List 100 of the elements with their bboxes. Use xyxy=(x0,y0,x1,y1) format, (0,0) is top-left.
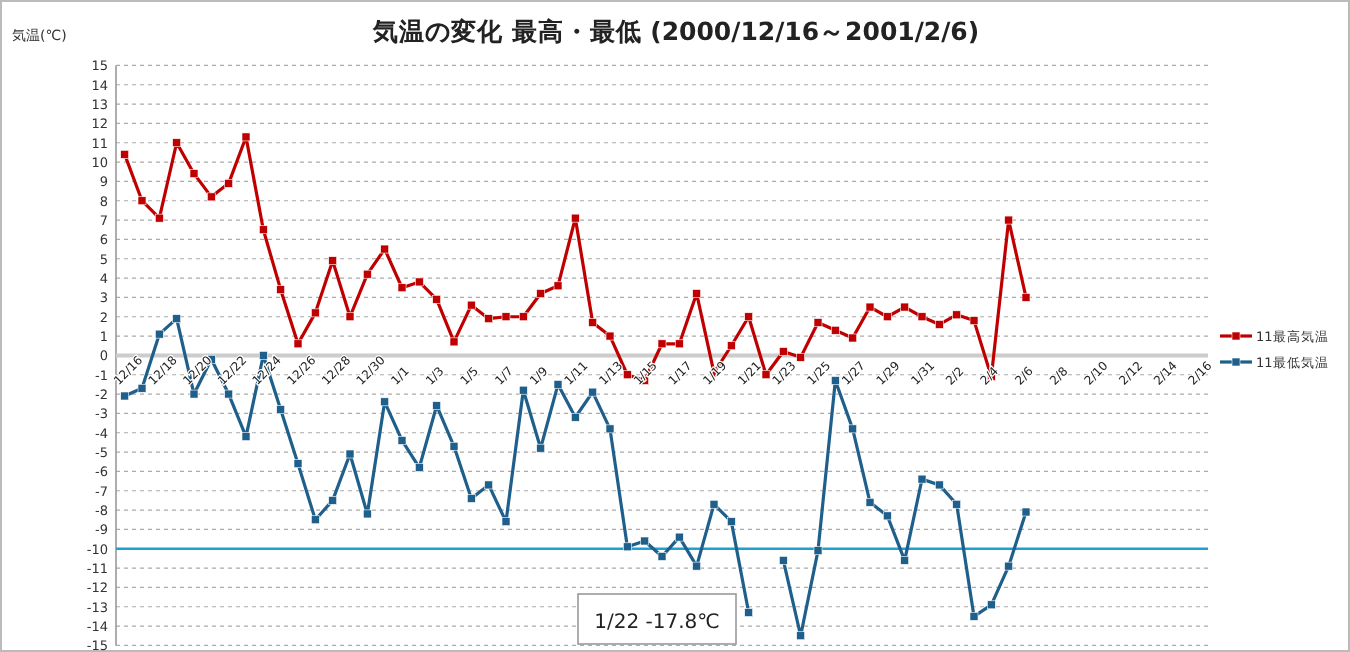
point xyxy=(397,283,407,293)
point xyxy=(640,536,649,546)
point xyxy=(969,612,979,621)
point xyxy=(328,256,337,265)
point xyxy=(553,281,563,291)
point xyxy=(900,556,909,565)
point xyxy=(363,269,372,279)
point xyxy=(311,515,320,525)
point xyxy=(293,459,303,468)
point xyxy=(380,244,389,254)
point xyxy=(675,339,684,349)
point xyxy=(744,608,753,617)
point xyxy=(224,179,233,188)
point xyxy=(709,499,719,509)
point xyxy=(397,436,407,445)
point xyxy=(137,383,147,393)
point xyxy=(432,295,441,304)
point xyxy=(155,329,164,339)
point xyxy=(345,312,355,322)
point xyxy=(241,432,251,441)
point xyxy=(831,376,840,385)
point xyxy=(415,277,424,287)
point xyxy=(588,387,597,397)
point xyxy=(276,405,285,414)
point xyxy=(328,496,337,505)
point xyxy=(761,370,771,380)
point xyxy=(744,312,753,322)
point xyxy=(484,314,493,323)
point xyxy=(623,542,632,552)
point xyxy=(1021,293,1031,302)
point xyxy=(623,370,632,380)
point xyxy=(727,341,736,351)
point xyxy=(1004,561,1013,571)
point xyxy=(605,424,615,434)
point xyxy=(779,347,788,356)
point xyxy=(605,331,615,341)
point xyxy=(501,312,511,322)
point xyxy=(848,333,857,343)
point xyxy=(189,389,199,399)
point xyxy=(207,192,216,202)
point xyxy=(865,498,875,507)
point xyxy=(259,225,268,235)
point xyxy=(883,511,892,521)
point xyxy=(224,389,233,399)
point xyxy=(536,443,545,453)
point xyxy=(467,300,476,310)
chart-title: 気温の変化 最高・最低 (2000/12/16～2001/2/6) xyxy=(370,16,980,46)
point xyxy=(675,532,684,542)
point xyxy=(969,316,979,325)
point xyxy=(363,509,372,519)
point xyxy=(432,401,441,410)
point xyxy=(484,480,493,490)
point xyxy=(813,318,823,327)
annotation: 1/22 -17.8℃ xyxy=(594,612,720,634)
point xyxy=(345,449,355,459)
point xyxy=(120,150,129,159)
point xyxy=(935,320,944,329)
point xyxy=(987,600,996,610)
point xyxy=(657,552,667,561)
point xyxy=(917,474,927,484)
point xyxy=(588,318,597,327)
point xyxy=(449,337,459,347)
point xyxy=(276,285,285,294)
point xyxy=(900,302,909,312)
point xyxy=(779,556,788,565)
point xyxy=(519,312,528,322)
point xyxy=(796,353,805,362)
point xyxy=(865,302,875,312)
point xyxy=(415,463,424,472)
point xyxy=(311,308,320,318)
point xyxy=(917,312,927,322)
point xyxy=(172,138,181,148)
point xyxy=(553,380,563,389)
point xyxy=(241,132,251,142)
point xyxy=(727,517,736,526)
point xyxy=(155,213,164,223)
point xyxy=(571,412,580,422)
point xyxy=(189,169,199,178)
point xyxy=(536,289,545,298)
point xyxy=(380,397,389,407)
point xyxy=(467,494,476,503)
point xyxy=(571,213,580,223)
point xyxy=(692,561,701,571)
point xyxy=(1004,215,1013,225)
point xyxy=(120,391,129,401)
point xyxy=(137,196,147,206)
point xyxy=(1021,507,1031,517)
point xyxy=(519,385,528,395)
point xyxy=(831,325,840,335)
point xyxy=(813,546,823,555)
point xyxy=(848,424,857,434)
point xyxy=(449,441,459,451)
point xyxy=(692,289,701,298)
point xyxy=(883,312,892,322)
point xyxy=(501,517,511,526)
point xyxy=(796,631,805,641)
point xyxy=(952,499,961,509)
point xyxy=(172,314,181,323)
point xyxy=(952,310,961,320)
point xyxy=(935,480,944,490)
